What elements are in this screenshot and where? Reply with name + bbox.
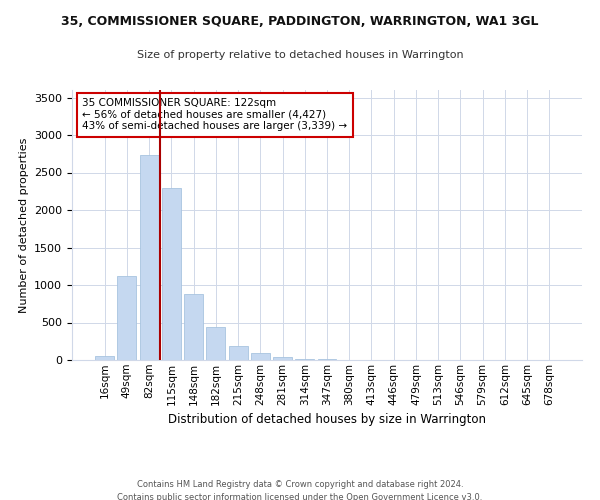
X-axis label: Distribution of detached houses by size in Warrington: Distribution of detached houses by size …	[168, 413, 486, 426]
Bar	[295, 358, 314, 360]
Text: Contains public sector information licensed under the Open Government Licence v3: Contains public sector information licen…	[118, 492, 482, 500]
Text: Contains HM Land Registry data © Crown copyright and database right 2024.: Contains HM Land Registry data © Crown c…	[137, 480, 463, 489]
Text: Size of property relative to detached houses in Warrington: Size of property relative to detached ho…	[137, 50, 463, 60]
Bar	[251, 352, 270, 360]
Bar	[184, 294, 203, 360]
Bar	[118, 276, 136, 360]
Text: 35, COMMISSIONER SQUARE, PADDINGTON, WARRINGTON, WA1 3GL: 35, COMMISSIONER SQUARE, PADDINGTON, WAR…	[61, 15, 539, 28]
Bar	[95, 356, 114, 360]
Text: 35 COMMISSIONER SQUARE: 122sqm
← 56% of detached houses are smaller (4,427)
43% : 35 COMMISSIONER SQUARE: 122sqm ← 56% of …	[82, 98, 347, 132]
Bar	[162, 188, 181, 360]
Y-axis label: Number of detached properties: Number of detached properties	[19, 138, 29, 312]
Bar	[229, 346, 248, 360]
Bar	[140, 155, 158, 360]
Bar	[206, 328, 225, 360]
Bar	[273, 357, 292, 360]
